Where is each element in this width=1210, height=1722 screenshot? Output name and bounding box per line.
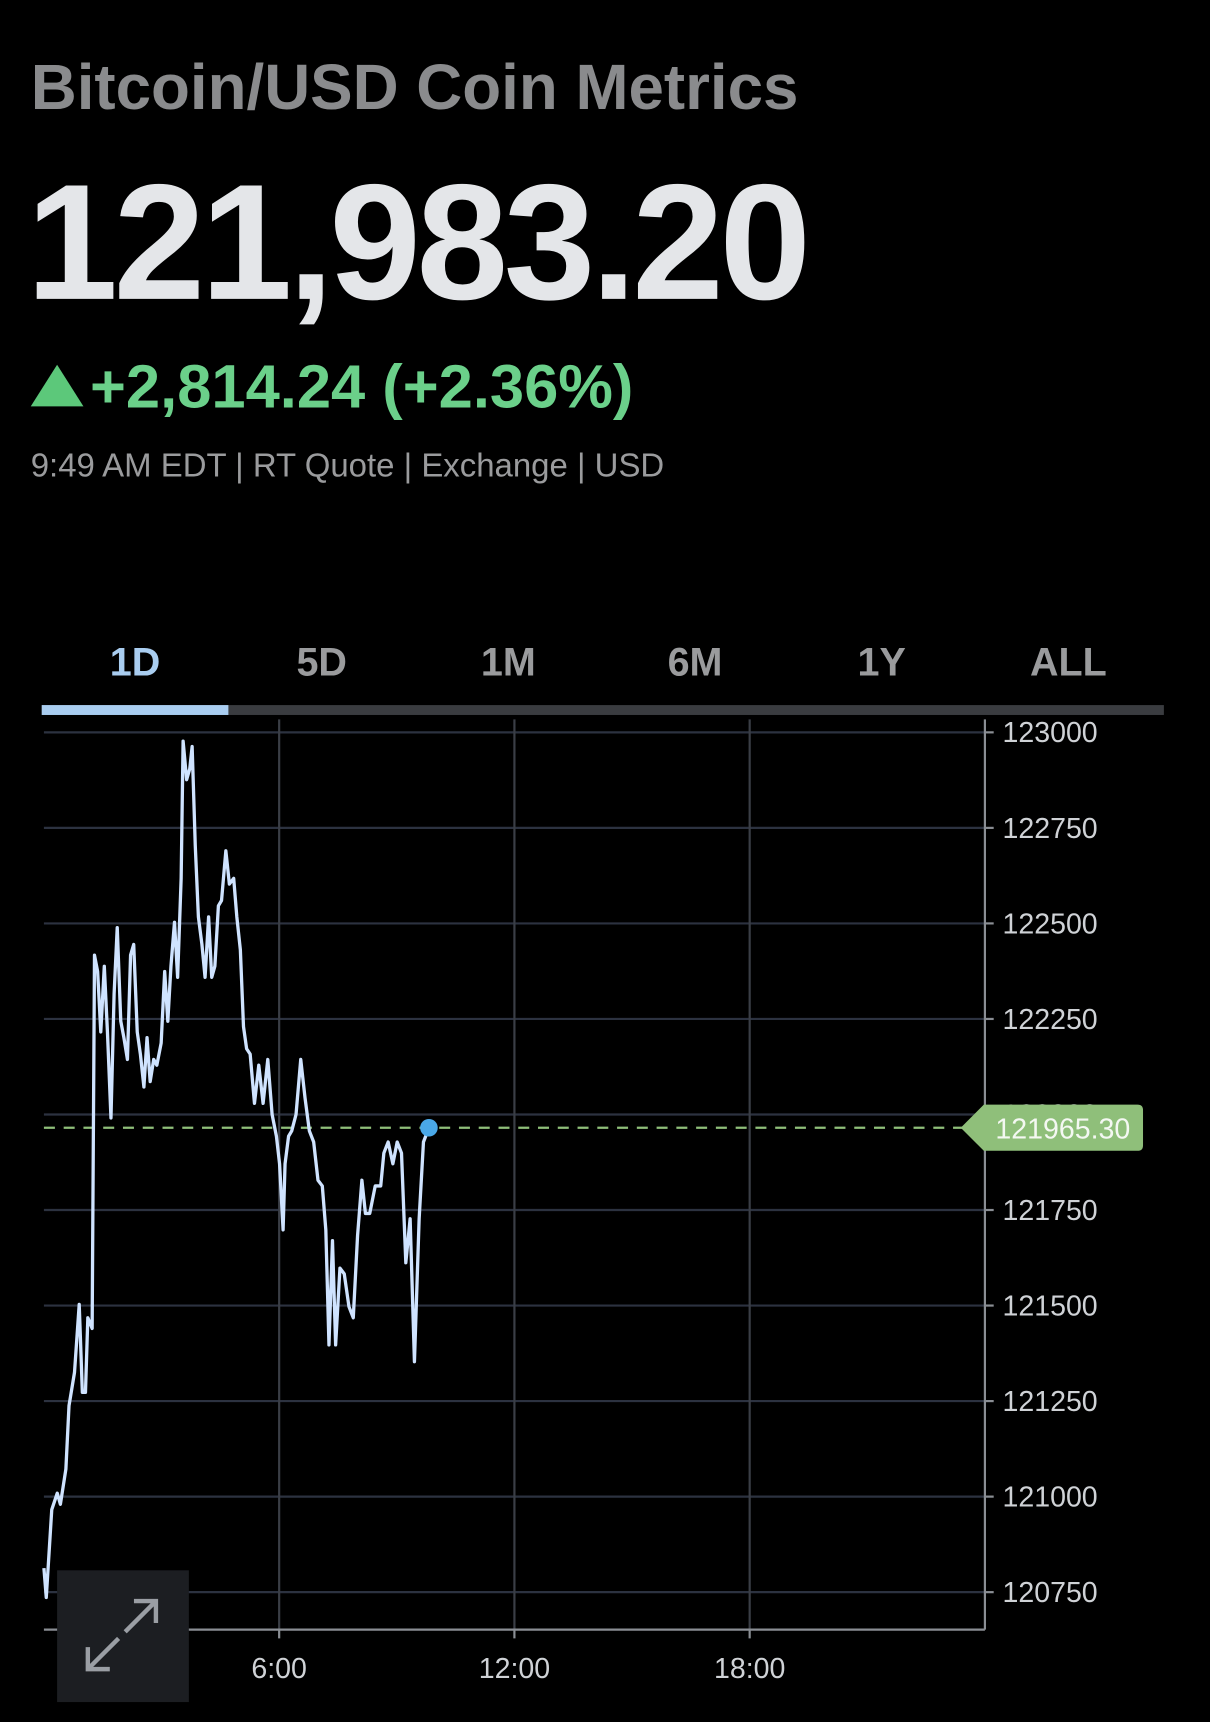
expand-button[interactable] [57, 1570, 189, 1703]
y-tick-label: 122500 [1002, 908, 1097, 940]
y-tick-label: 122750 [1002, 813, 1097, 845]
y-tick-label: 123000 [1002, 717, 1097, 749]
tab-indicator [41, 705, 229, 715]
x-tick-label: 6:00 [251, 1653, 307, 1685]
y-tick-label: 121250 [1002, 1386, 1097, 1418]
price-line-series [42, 739, 431, 1600]
title: Bitcoin/USD Coin Metrics [31, 52, 799, 123]
price-tag-label: 121965.30 [995, 1114, 1130, 1146]
expand-icon [85, 1598, 159, 1672]
quote-meta: 9:49 AM EDT | RT Quote | Exchange | USD [31, 447, 664, 484]
y-tick-label: 122250 [1002, 1004, 1097, 1036]
tab[interactable]: 6M [668, 640, 723, 684]
y-tick-label: 120750 [1002, 1577, 1097, 1609]
change: +2,814.24 (+2.36%) [90, 353, 633, 422]
tab[interactable]: 5D [296, 640, 347, 684]
tab-track [41, 705, 1164, 715]
x-tick-label: 12:00 [479, 1653, 550, 1685]
y-tick-label: 121500 [1002, 1290, 1097, 1322]
tab[interactable]: 1D [110, 640, 161, 684]
up-arrow [30, 364, 84, 407]
last-point [420, 1118, 438, 1137]
price-tag [960, 1104, 1144, 1151]
tab[interactable]: 1Y [858, 640, 906, 684]
tab[interactable]: 1M [481, 640, 536, 684]
y-tick-label: 121000 [1002, 1482, 1097, 1514]
price: 121,983.20 [26, 150, 806, 334]
tab[interactable]: ALL [1030, 640, 1107, 684]
x-tick-label: 18:00 [714, 1653, 785, 1685]
y-tick-label: 121750 [1002, 1195, 1097, 1227]
